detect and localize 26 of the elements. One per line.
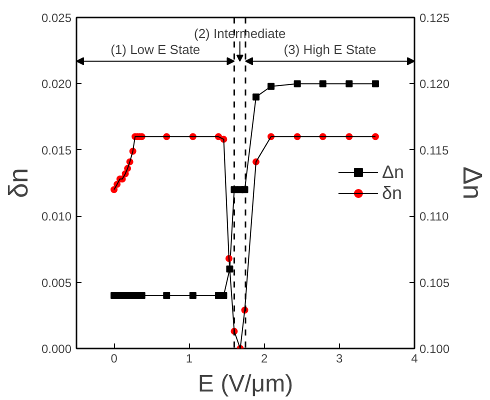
x-axis-title: E (V/μm): [198, 370, 294, 398]
y2-tick-label: 0.105: [420, 276, 450, 290]
x-tick-label: 3: [336, 352, 344, 366]
y-axis-title: δn: [3, 168, 34, 198]
y-tick-label: 0.025: [41, 11, 72, 25]
annotation: (1) Low E State: [110, 42, 200, 58]
x-tick-label: 0: [110, 352, 118, 366]
y-tick-label: 0.015: [41, 143, 72, 158]
y-tick-label: 0.020: [41, 77, 72, 92]
y-tick-label: 0.010: [41, 210, 72, 224]
x-tick-label: 2: [260, 352, 268, 366]
y2-tick-label: 0.125: [420, 11, 450, 25]
y2-tick-label: 0.110: [420, 210, 449, 224]
y2-tick-label: 0.115: [420, 143, 449, 158]
y2-tick-label: 0.100: [420, 342, 450, 356]
annotation: (2) Intermediate: [194, 26, 286, 42]
legend-label: Δn: [382, 162, 404, 182]
y2-tick-label: 0.120: [420, 77, 450, 92]
x-tick-label: 1: [186, 352, 193, 366]
y-tick-label: 0.000: [41, 342, 72, 356]
y-tick-label: 0.005: [41, 276, 72, 290]
x-tick-label: 4: [411, 352, 418, 366]
point: [372, 80, 379, 88]
legend-label: δn: [382, 182, 402, 204]
annotation: (3) High E State: [284, 42, 376, 58]
y2-axis-title: Δn: [458, 166, 488, 200]
